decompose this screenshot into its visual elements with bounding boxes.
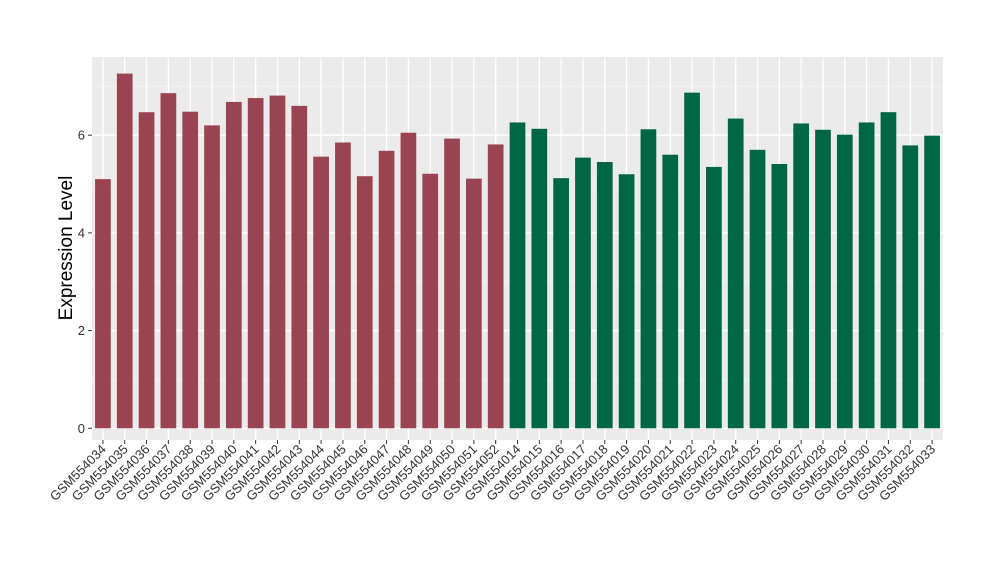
bar-GSM554051: [466, 178, 482, 429]
bar-GSM554052: [487, 144, 504, 429]
y-axis-title: Expression Level: [56, 176, 77, 321]
bar-GSM554017: [575, 157, 591, 429]
bar-GSM554030: [858, 122, 875, 429]
bar-GSM554019: [618, 174, 635, 429]
bar-GSM554050: [444, 138, 460, 429]
y-tick-label: 0: [78, 421, 85, 436]
bar-GSM554029: [836, 134, 853, 429]
bar-GSM554020: [640, 129, 657, 429]
bar-GSM554027: [793, 123, 810, 429]
bar-GSM554014: [509, 122, 526, 429]
bar-GSM554024: [727, 118, 744, 429]
bar-GSM554042: [269, 95, 286, 429]
bar-GSM554023: [706, 166, 722, 429]
bar-GSM554018: [596, 162, 613, 429]
bar-GSM554031: [880, 112, 897, 429]
bar-GSM554048: [400, 132, 417, 429]
bar-GSM554015: [531, 128, 548, 429]
bar-GSM554038: [182, 111, 199, 429]
bar-GSM554016: [553, 178, 569, 429]
bar-GSM554040: [225, 101, 242, 429]
y-tick-label: 6: [78, 128, 85, 143]
bar-GSM554043: [291, 105, 308, 429]
bar-GSM554021: [662, 154, 679, 429]
bar-GSM554046: [356, 176, 373, 429]
bar-GSM554044: [313, 156, 329, 429]
bar-GSM554025: [749, 149, 766, 429]
bar-GSM554032: [902, 145, 919, 429]
bar-GSM554022: [684, 92, 700, 429]
y-tick-label: 4: [78, 225, 85, 240]
bar-GSM554049: [422, 173, 439, 429]
y-tick-label: 2: [78, 323, 85, 338]
bar-GSM554037: [160, 93, 177, 429]
x-axis: GSM554034GSM554035GSM554036GSM554037GSM5…: [47, 440, 938, 504]
y-axis: 0 2 4 6: [78, 128, 92, 436]
bar-GSM554041: [247, 98, 264, 429]
bar-GSM554034: [95, 179, 111, 429]
bar-GSM554036: [138, 112, 155, 429]
bars: [95, 73, 940, 429]
bar-GSM554026: [771, 163, 788, 429]
bar-GSM554039: [204, 125, 220, 429]
bar-GSM554045: [335, 142, 351, 429]
bar-GSM554028: [815, 129, 831, 429]
bar-GSM554033: [924, 135, 940, 429]
bar-GSM554035: [116, 73, 133, 429]
bar-GSM554047: [378, 150, 395, 429]
